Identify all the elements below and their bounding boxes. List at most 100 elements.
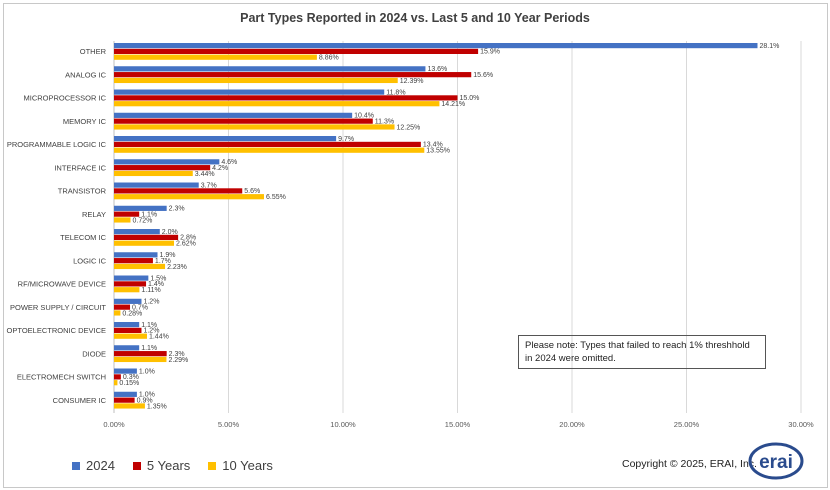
bar xyxy=(114,275,149,281)
data-label: 1.0% xyxy=(139,368,155,375)
category-label: OPTOELECTRONIC DEVICE xyxy=(7,326,106,335)
data-label: 3.7% xyxy=(201,182,217,189)
data-label: 1.9% xyxy=(160,252,176,259)
category-label: TRANSISTOR xyxy=(58,187,107,196)
note-line-2: in 2024 were omitted. xyxy=(525,353,616,364)
data-label: 2.0% xyxy=(162,229,178,236)
legend-item-10-years: 10 Years xyxy=(208,458,273,473)
logo-ring-icon xyxy=(748,442,804,480)
bar xyxy=(114,345,140,351)
bar xyxy=(114,403,145,409)
bar xyxy=(114,380,118,386)
bar xyxy=(114,77,398,84)
bar xyxy=(114,304,131,310)
note-line-1: Please note: Types that failed to reach … xyxy=(525,340,750,351)
data-label: 3.44% xyxy=(195,171,215,178)
bar xyxy=(114,194,264,200)
data-label: 2.3% xyxy=(169,206,185,213)
bar xyxy=(114,333,147,339)
bar xyxy=(114,205,167,211)
data-label: 15.9% xyxy=(480,49,500,56)
legend-swatch-2024 xyxy=(72,461,80,470)
x-tick-label: 15.00% xyxy=(445,420,471,429)
category-label: TELECOM IC xyxy=(60,233,106,242)
data-label: 1.1% xyxy=(141,345,157,352)
category-label: LOGIC IC xyxy=(73,256,107,265)
legend-label-2024: 2024 xyxy=(86,458,115,473)
data-label: 1.11% xyxy=(141,287,160,294)
x-tick-label: 25.00% xyxy=(674,420,700,429)
bar xyxy=(114,170,193,177)
bar-chart-plot: 0.00% 5.00% 10.00% 15.00% 20.00% 25.00% 30.00%… xyxy=(7,41,814,429)
bar xyxy=(114,48,479,54)
data-label: 2.3% xyxy=(169,351,185,358)
category-label: CONSUMER IC xyxy=(53,396,107,405)
data-label: 1.1% xyxy=(141,211,157,218)
data-label: 10.4% xyxy=(354,113,374,120)
logo-text: erai xyxy=(759,452,793,473)
legend-item-2024: 2024 xyxy=(72,458,115,473)
bar xyxy=(114,240,174,246)
bar xyxy=(114,281,147,287)
data-label: 0.28% xyxy=(122,310,142,317)
bar xyxy=(114,368,137,374)
bar xyxy=(114,182,199,188)
bar xyxy=(114,327,142,333)
data-label: 1.2% xyxy=(143,328,159,335)
category-label: MEMORY IC xyxy=(63,117,107,126)
bar xyxy=(114,258,153,264)
data-label: 28.1% xyxy=(759,43,779,50)
data-label: 6.55% xyxy=(266,194,286,201)
data-label: 2.29% xyxy=(168,357,188,364)
x-tick-label: 20.00% xyxy=(559,420,585,429)
data-label: 1.0% xyxy=(139,392,155,399)
data-label: 2.62% xyxy=(176,241,196,248)
x-tick-label: 30.00% xyxy=(788,420,814,429)
bar xyxy=(114,165,211,171)
bar xyxy=(114,54,317,60)
data-label: 1.7% xyxy=(155,258,171,265)
bar xyxy=(114,159,220,165)
bar xyxy=(114,310,121,316)
category-label: DIODE xyxy=(82,349,106,358)
chart-title: Part Types Reported in 2024 vs. Last 5 a… xyxy=(240,11,590,25)
legend-label-5-years: 5 Years xyxy=(146,458,191,473)
omission-note-box: Please note: Types that failed to reach … xyxy=(518,335,766,369)
data-label: 1.4% xyxy=(148,281,164,288)
erai-logo: erai xyxy=(748,442,804,480)
copyright-text: Copyright © 2025, ERAI, Inc. xyxy=(622,458,757,470)
bar xyxy=(114,136,337,142)
category-label: RF/MICROWAVE DEVICE xyxy=(18,280,106,289)
data-label: 12.25% xyxy=(397,124,421,131)
data-label: 12.39% xyxy=(400,78,424,85)
data-label: 8.86% xyxy=(319,55,339,62)
data-label: 0.3% xyxy=(123,374,139,381)
legend-swatch-5-years xyxy=(132,461,141,470)
bar xyxy=(114,118,373,124)
bar xyxy=(114,141,421,147)
bar xyxy=(114,391,137,397)
bar xyxy=(114,72,472,78)
data-label: 2.23% xyxy=(167,264,187,271)
data-label: 1.5% xyxy=(150,275,166,282)
data-label: 1.2% xyxy=(143,299,159,306)
bar xyxy=(114,124,395,130)
bar xyxy=(114,356,167,363)
bar xyxy=(114,217,131,223)
data-label: 11.8% xyxy=(386,89,405,96)
data-label: 15.0% xyxy=(460,95,480,102)
data-label: 0.7% xyxy=(132,304,148,311)
category-label: MICROPROCESSOR IC xyxy=(23,94,106,103)
chart-legend: 2024 5 Years 10 Years xyxy=(72,458,273,473)
bar xyxy=(114,101,440,107)
data-label: 13.55% xyxy=(426,148,450,155)
data-label: 9.7% xyxy=(338,136,354,143)
bar xyxy=(114,95,458,101)
bar xyxy=(114,112,353,118)
data-label: 13.4% xyxy=(423,142,443,149)
data-label: 4.2% xyxy=(212,165,228,172)
category-label: PROGRAMMABLE LOGIC IC xyxy=(7,140,107,149)
x-tick-label: 0.00% xyxy=(103,420,125,429)
bar xyxy=(114,211,140,217)
data-label: 4.6% xyxy=(221,159,237,166)
